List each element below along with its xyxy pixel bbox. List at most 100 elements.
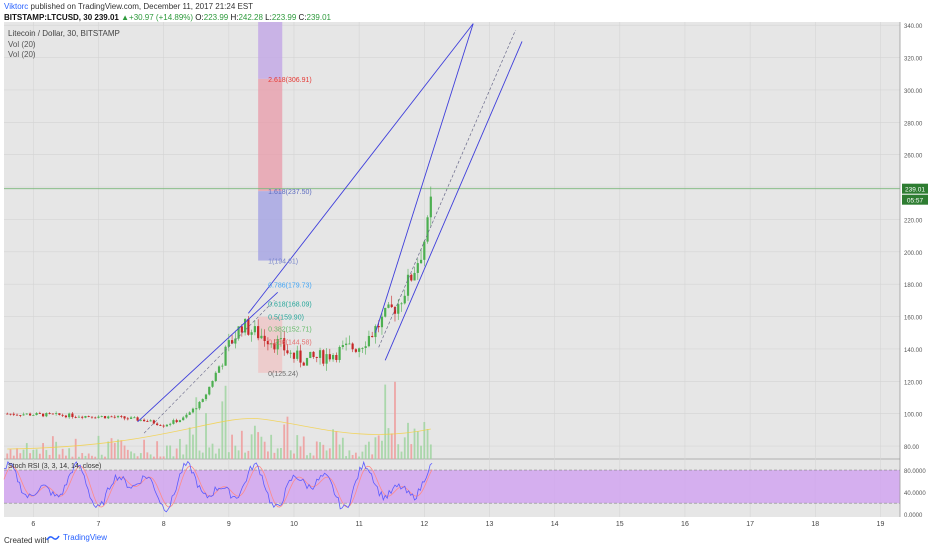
volume-bar <box>351 454 354 459</box>
volume-bar <box>299 446 302 459</box>
volume-bar <box>371 454 374 459</box>
fib-level-label: 0.382(152.71) <box>268 326 312 333</box>
y-tick-label: 160.00 <box>904 316 923 322</box>
price-change: +30.97 (+14.89%) <box>129 13 194 22</box>
candle-body <box>107 416 110 419</box>
volume-bar <box>149 454 152 459</box>
x-tick-label: 10 <box>290 521 298 528</box>
candle-body <box>159 424 162 426</box>
candle-body <box>351 343 354 350</box>
volume-bar <box>32 449 35 459</box>
candle-body <box>257 326 260 339</box>
candle-body <box>397 304 400 314</box>
volume-bar <box>136 456 139 459</box>
candle-body <box>146 421 149 422</box>
volume-bar <box>91 455 93 459</box>
time-axis[interactable]: 6 7 8 9 10 11 12 13 14 15 16 17 18 19 <box>31 521 884 528</box>
volume-bar <box>123 445 126 459</box>
y-tick-label: 200.00 <box>904 251 923 257</box>
volume-bar <box>81 453 84 459</box>
candle-body <box>276 339 279 350</box>
candle-body <box>429 196 432 218</box>
volume-bar <box>315 441 318 459</box>
x-tick-label: 12 <box>420 521 428 528</box>
tradingview-brand[interactable]: TradingView <box>46 533 107 542</box>
ohlc-open: 223.99 <box>203 13 229 22</box>
candle-body <box>358 348 361 352</box>
volume-bar <box>22 449 25 459</box>
legend-title: Litecoin / Dollar, 30, BITSTAMP <box>8 29 120 38</box>
candle-body <box>338 347 341 360</box>
candle-body <box>172 420 175 424</box>
volume-bar <box>159 456 162 459</box>
volume-bar <box>100 454 103 459</box>
y-tick-label: 120.00 <box>904 380 923 386</box>
y-tick-label: 140.00 <box>904 348 923 354</box>
volume-bar <box>29 453 31 459</box>
volume-bar <box>247 450 250 459</box>
volume-bar <box>94 456 97 459</box>
candle-body <box>77 416 81 418</box>
volume-bar <box>348 450 351 459</box>
x-tick-label: 17 <box>746 521 754 528</box>
candle-body <box>312 351 315 357</box>
volume-bar <box>250 434 253 459</box>
volume-bar <box>58 454 61 459</box>
fib-level-label: 0.618(168.09) <box>268 301 312 308</box>
volume-bar <box>38 453 41 459</box>
candle-body <box>250 332 253 335</box>
volume-bar <box>201 452 204 459</box>
candle-body <box>400 303 403 305</box>
candle-body <box>120 416 123 417</box>
volume-bar <box>364 444 367 459</box>
volume-bar <box>384 384 387 459</box>
volume-bar <box>302 436 305 459</box>
candle-body <box>331 354 335 360</box>
volume-bar <box>410 444 413 459</box>
fib-zone-top <box>258 22 283 79</box>
volume-bar <box>143 439 146 459</box>
main-pane-bg <box>4 22 900 459</box>
candle-body <box>55 413 58 415</box>
candle-body <box>335 354 338 360</box>
candle-body <box>227 340 230 347</box>
volume-bar <box>156 441 159 459</box>
volume-bar <box>224 385 227 459</box>
countdown-tag <box>902 194 928 205</box>
candle-body <box>198 401 201 409</box>
y-tick-label: 80.00 <box>904 445 920 451</box>
volume-bar <box>179 438 181 459</box>
x-tick-label: 8 <box>162 521 166 528</box>
candle-body <box>240 326 243 333</box>
candle-body <box>260 335 263 339</box>
volume-bar <box>139 453 142 459</box>
author-link[interactable]: Viktorc <box>4 2 29 11</box>
volume-ma-line <box>7 418 431 450</box>
volume-bar <box>338 444 341 459</box>
stoch-rsi <box>3 460 900 513</box>
channel-lower <box>384 41 523 361</box>
candle-body <box>348 343 351 345</box>
candle-body <box>25 413 28 415</box>
volume-bar <box>368 441 370 459</box>
volume-bar <box>130 451 132 459</box>
candle-body <box>302 362 305 366</box>
y-tick-label: 100.00 <box>904 413 923 419</box>
volume-bar <box>309 452 312 459</box>
fib-zone-mid <box>258 191 283 261</box>
candle-body <box>149 420 152 422</box>
candle-body <box>403 295 406 304</box>
candle-body <box>48 413 51 414</box>
trend-lines <box>137 23 523 434</box>
volume-bar <box>12 455 15 459</box>
volume-bar <box>185 444 188 459</box>
change-up-icon: ▲ <box>121 13 130 22</box>
candle-body <box>201 399 204 402</box>
volume-bar <box>107 441 110 459</box>
footer: Created with TradingView <box>0 530 932 550</box>
candle-body <box>185 414 188 418</box>
volume-bar <box>231 434 233 459</box>
price-chart[interactable]: 0(125.24) 0.236(144.58) 0.382(152.71) 0.5(1… <box>0 22 932 530</box>
price-axis[interactable]: 80.00 100.00 120.00 140.00 160.00 180.00 200.0… <box>899 22 928 519</box>
fib-level-label: 0.236(144.58) <box>268 340 312 347</box>
